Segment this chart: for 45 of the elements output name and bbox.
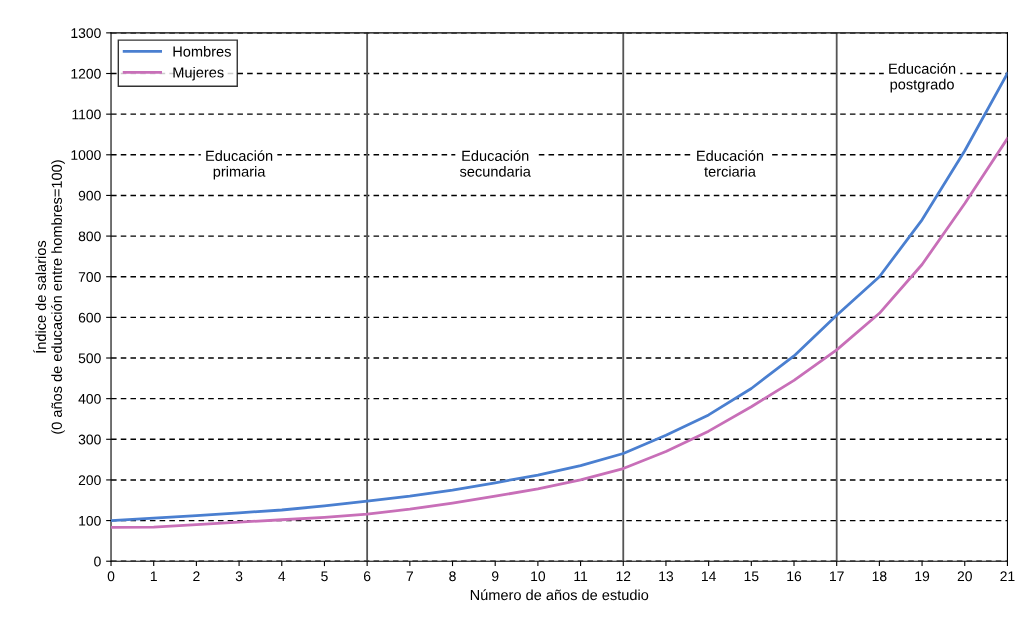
- y-tick-label: 800: [78, 231, 101, 242]
- x-tick-label: 1: [150, 571, 157, 581]
- y-tick-label: 500: [78, 353, 101, 364]
- y-axis-title: Índice de salarios (0 años de educación entre hombres=100): [33, 160, 65, 434]
- x-tick-label: 17: [830, 571, 844, 581]
- annotation: Educación terciaria: [697, 150, 764, 177]
- x-tick-label: 8: [449, 571, 456, 582]
- x-tick-label: 6: [363, 571, 371, 582]
- y-tick-label: 1300: [71, 28, 101, 39]
- x-tick-label: 15: [744, 571, 759, 582]
- y-tick-label: 700: [78, 272, 101, 282]
- y-tick-label: 1000: [71, 150, 101, 160]
- annotation: Educación secundaria: [459, 150, 531, 177]
- x-tick-label: 3: [235, 571, 243, 582]
- y-tick-label: 0: [94, 556, 101, 567]
- y-tick-label: 1200: [71, 68, 101, 79]
- y-tick-label: 1100: [72, 109, 101, 120]
- x-tick-label: 21: [1000, 571, 1015, 581]
- x-tick-label: 16: [787, 571, 802, 582]
- x-tick-label: 13: [659, 571, 674, 582]
- x-tick-label: 18: [872, 571, 887, 582]
- x-tick-label: 12: [616, 571, 631, 581]
- y-tick-label: 400: [78, 393, 101, 404]
- line-series: [111, 137, 1008, 529]
- annotation: Educación primaria: [206, 150, 273, 180]
- y-tick-label: 900: [78, 190, 101, 201]
- annotation: Educación postgrado: [889, 62, 956, 93]
- legend-label: Hombres: [173, 45, 231, 57]
- y-tick-label: 200: [78, 475, 101, 486]
- x-tick-label: 7: [406, 571, 413, 581]
- x-tick-label: 2: [193, 571, 200, 581]
- x-tick-label: 20: [957, 571, 972, 582]
- x-tick-label: 5: [321, 571, 328, 582]
- legend-label: Mujeres: [173, 66, 224, 81]
- x-axis-title: Número de años de estudio: [470, 589, 649, 601]
- x-tick-label: 11: [574, 571, 588, 581]
- x-tick-label: 19: [915, 571, 930, 582]
- x-tick-label: 9: [491, 571, 499, 582]
- y-tick-label: 300: [78, 434, 101, 445]
- x-tick-label: 4: [278, 571, 286, 581]
- x-tick-label: 10: [531, 571, 546, 582]
- x-tick-label: 0: [107, 571, 115, 582]
- y-tick-label: 100: [79, 515, 101, 526]
- y-tick-label: 600: [78, 312, 101, 323]
- x-tick-label: 14: [701, 571, 716, 581]
